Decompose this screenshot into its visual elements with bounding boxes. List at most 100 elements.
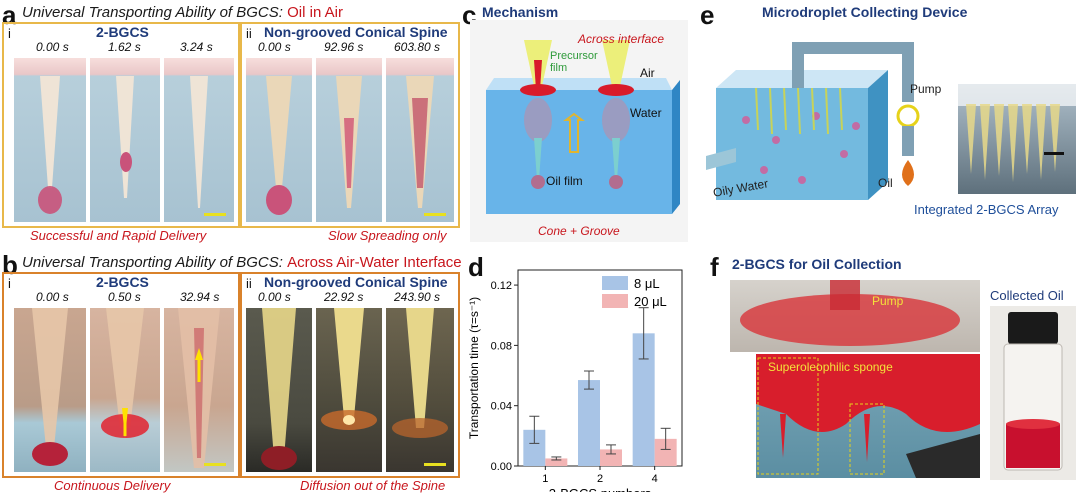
y-tick-label: 0.12	[491, 280, 512, 292]
panel-a-ii-name: Non-grooved Conical Spine	[264, 24, 448, 40]
bar	[632, 333, 655, 466]
panel-b-i-name: 2-BGCS	[96, 274, 149, 290]
label-water: Water	[630, 106, 662, 120]
photo-a-i-3	[164, 58, 234, 222]
legend-label: 20 μL	[634, 294, 667, 309]
panel-d-letter: d	[468, 252, 484, 282]
panel-b-ii-frame	[240, 272, 460, 478]
bar	[545, 458, 568, 466]
y-tick-label: 0.08	[491, 340, 512, 352]
panel-f-title: 2-BGCS for Oil Collection	[732, 256, 902, 272]
panel-c-title: Mechanism	[482, 4, 559, 20]
photo-b-i-3	[164, 308, 234, 472]
panel-b-letter: b	[2, 250, 18, 280]
collected-oil-label: Collected Oil	[990, 288, 1064, 303]
panel-b-title-colon: :	[278, 254, 288, 271]
panel-b-ii-time-1: 0.00 s	[258, 290, 291, 304]
x-tick-label: 2	[597, 473, 603, 485]
label-pump: Pump	[910, 82, 942, 96]
photo-2bgcs-array	[958, 84, 1076, 194]
panel-a-ii-time-3: 603.80 s	[394, 40, 441, 54]
panel-a-i-time-3: 3.24 s	[180, 40, 213, 54]
photo-pump-container: Pump	[730, 280, 980, 352]
scale-bar	[204, 463, 226, 466]
y-tick-label: 0.04	[491, 401, 512, 413]
panel-a-title-abbr: BGCS	[236, 4, 279, 21]
panel-a-i-frame	[2, 22, 240, 228]
scale-bar	[424, 463, 446, 466]
label-precursor-film: Precursor film	[550, 50, 598, 75]
panel-a-ii-roman: ii	[246, 26, 252, 41]
bar	[654, 438, 677, 466]
y-tick-label: 0.00	[491, 461, 512, 473]
photo-sponge: Superoleophilic sponge	[756, 354, 980, 478]
label-pump-f: Pump	[872, 294, 904, 308]
panel-a-letter: a	[2, 0, 17, 30]
panel-b-i-time-3: 32.94 s	[180, 290, 220, 304]
array-caption: Integrated 2-BGCS Array	[914, 202, 1059, 217]
bar	[600, 449, 622, 466]
photo-b-i-1	[14, 308, 86, 472]
x-tick-label: 1	[542, 473, 548, 485]
photo-a-ii-3	[386, 58, 454, 222]
panel-b-ii-caption: Diffusion out of the Spine	[300, 478, 446, 493]
legend-swatch	[602, 276, 628, 290]
photo-a-i-2	[90, 58, 160, 222]
panel-b-title-main: Universal Transporting Ability of	[22, 254, 237, 271]
panel-a-i-time-2: 1.62 s	[108, 40, 141, 54]
panel-b-ii-name: Non-grooved Conical Spine	[264, 274, 448, 290]
photo-b-ii-3	[386, 308, 454, 472]
photo-b-ii-1	[246, 308, 312, 472]
panel-e-letter: e	[700, 0, 715, 30]
panel-e-title: Microdroplet Collecting Device	[762, 4, 968, 20]
x-axis-label: 2-BGCS numbers	[549, 486, 652, 492]
scale-bar	[424, 213, 446, 216]
panel-f-letter: f	[710, 252, 719, 282]
panel-a-ii-time-1: 0.00 s	[258, 40, 291, 54]
legend-label: 8 μL	[634, 276, 660, 291]
panel-b-i-caption: Continuous Delivery	[54, 478, 171, 493]
legend-swatch	[602, 294, 628, 308]
bar	[523, 429, 546, 466]
panel-a-title-main: Universal Transporting Ability of	[22, 4, 237, 21]
photo-b-i-2	[90, 308, 160, 472]
panel-b-i-time-1: 0.00 s	[36, 290, 69, 304]
label-sponge: Superoleophilic sponge	[768, 360, 893, 374]
panel-b-ii-roman: ii	[246, 276, 252, 291]
panel-a-title: Universal Transporting Ability of BGCS: …	[22, 4, 343, 21]
panel-b-ii-time-2: 22.92 s	[324, 290, 364, 304]
panel-b-i-time-2: 0.50 s	[108, 290, 141, 304]
panel-b-ii-time-3: 243.90 s	[394, 290, 441, 304]
panel-a-ii-frame	[240, 22, 460, 228]
photo-collected-vial	[990, 306, 1076, 480]
label-oil-film: Oil film	[546, 174, 583, 188]
photo-a-i-1	[14, 58, 86, 222]
label-across-interface: Across interface	[578, 32, 665, 46]
panel-a-title-condition: Oil in Air	[287, 4, 343, 21]
panel-a-ii-caption: Slow Spreading only	[328, 228, 447, 243]
label-air: Air	[640, 66, 655, 80]
panel-a-i-time-1: 0.00 s	[36, 40, 69, 54]
panel-c-caption: Cone + Groove	[538, 224, 620, 238]
photo-b-ii-2	[316, 308, 382, 472]
transport-time-chart: 0.00 0.04 0.08 0.12 1 2 42-BGCS numbers Transpo…	[467, 269, 683, 492]
panel-a-ii-time-2: 92.96 s	[324, 40, 364, 54]
y-axis-label: Transportation time (τ=s⁻¹)	[467, 297, 481, 439]
mechanism-diagram: Across interface Precursor film Air Wate…	[470, 20, 688, 242]
x-tick-label: 4	[652, 473, 658, 485]
panel-b-title: Universal Transporting Ability of BGCS: …	[22, 254, 462, 271]
panel-b-i-frame	[2, 272, 240, 478]
panel-a-i-name: 2-BGCS	[96, 24, 149, 40]
panel-a-i-roman: i	[8, 26, 11, 41]
bar	[578, 380, 600, 466]
device-illustration: Pump Oil Oily Water	[706, 30, 952, 220]
panel-b-title-abbr: BGCS	[236, 254, 279, 271]
photo-a-ii-1	[246, 58, 312, 222]
label-oil: Oil	[878, 176, 893, 190]
panel-b-i-roman: i	[8, 276, 11, 291]
panel-b-title-condition: Across Air-Water Interface	[287, 254, 462, 271]
photo-a-ii-2	[316, 58, 382, 222]
panel-a-i-caption: Successful and Rapid Delivery	[30, 228, 207, 243]
scale-bar	[204, 213, 226, 216]
panel-a-title-colon: :	[278, 4, 288, 21]
